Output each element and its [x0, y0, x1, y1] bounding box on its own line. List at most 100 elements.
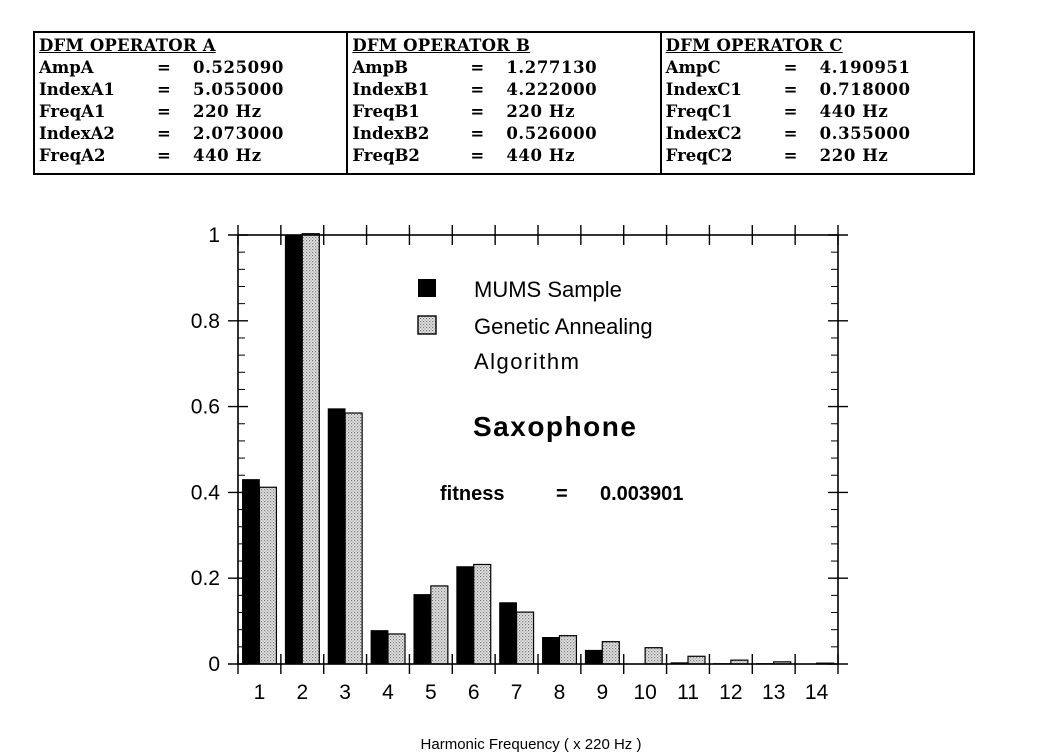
param-name: AmpB [352, 58, 409, 77]
param-value: 220 Hz [193, 102, 262, 121]
operator-a-panel: DFM OPERATOR A AmpA = 0.525090 IndexA1 = 5.055… [35, 33, 346, 173]
bar-mums-8 [542, 637, 560, 665]
operator-a-title: DFM OPERATOR A [39, 36, 216, 55]
x-tick-label: 5 [425, 681, 437, 704]
y-tick-label: 0.4 [191, 481, 221, 504]
param-name: AmpA [39, 58, 94, 77]
x-tick-label: 2 [296, 681, 308, 704]
y-tick-label: 0 [208, 653, 220, 676]
legend-label-mums: MUMS Sample [474, 277, 622, 302]
param-equals: = [783, 146, 798, 165]
operator-b-param-row: AmpB = 1.277130 [352, 57, 659, 79]
bar-mums-1 [242, 479, 260, 665]
param-value: 440 Hz [819, 102, 889, 121]
param-name: IndexB1 [352, 80, 430, 99]
param-value: 220 Hz [819, 146, 889, 165]
param-name: IndexA1 [39, 80, 115, 99]
param-value: 440 Hz [193, 146, 262, 165]
param-value: 220 Hz [506, 102, 576, 121]
operator-c-panel: DFM OPERATOR C AmpC = 4.190951 IndexC1 = 0.718… [659, 33, 973, 173]
y-tick-label: 1 [208, 224, 220, 247]
x-tick-label: 10 [633, 681, 656, 704]
bar-gaa-7 [515, 611, 535, 665]
param-value: 4.190951 [819, 58, 911, 77]
axes-group: 00.20.40.60.811 2 3 4 5 6 7 8 9 10 11 12 13 14 [191, 224, 848, 704]
operator-a-param-row: FreqA2 = 440 Hz [39, 145, 346, 167]
bar-gaa-10 [644, 647, 663, 665]
instrument-label: Saxophone [473, 411, 637, 442]
param-value: 0.355000 [819, 124, 911, 143]
bar-mums-2 [284, 234, 303, 665]
param-equals: = [783, 80, 798, 99]
operator-b-panel: DFM OPERATOR B AmpB = 1.277130 IndexB1 = 4.222… [346, 33, 659, 173]
operator-table: DFM OPERATOR A AmpA = 0.525090 IndexA1 = 5.055… [33, 31, 975, 175]
param-equals: = [157, 58, 171, 77]
operator-b-param-row: IndexB2 = 0.526000 [352, 123, 659, 145]
x-tick-label: 9 [596, 681, 608, 704]
param-name: IndexB2 [352, 124, 430, 143]
operator-b-param-row: IndexB1 = 4.222000 [352, 79, 659, 101]
bar-mums-7 [499, 602, 517, 665]
x-tick-label: 11 [677, 681, 699, 704]
param-value: 0.718000 [819, 80, 911, 99]
y-tick-label: 0.8 [191, 310, 220, 333]
fitness-label: fitness [440, 483, 504, 505]
x-tick-label: 14 [805, 681, 829, 704]
operator-a-param-row: FreqA1 = 220 Hz [39, 101, 346, 123]
x-tick-label: 6 [468, 681, 480, 704]
x-tick-label: 1 [254, 681, 266, 704]
param-value: 0.525090 [193, 58, 284, 77]
param-equals: = [470, 58, 485, 77]
param-name: FreqB2 [352, 146, 420, 165]
operator-a-param-row: AmpA = 0.525090 [39, 57, 346, 79]
x-tick-label: 3 [339, 681, 351, 704]
param-name: FreqB1 [352, 102, 420, 121]
x-tick-label: 4 [382, 681, 394, 704]
param-name: FreqA1 [39, 102, 106, 121]
x-axis-title: Harmonic Frequency ( x 220 Hz ) [421, 736, 642, 753]
operator-c-param-row: IndexC2 = 0.355000 [666, 123, 973, 145]
x-tick-label: 13 [762, 681, 785, 704]
param-equals: = [470, 124, 485, 143]
param-equals: = [470, 146, 485, 165]
bar-gaa-8 [558, 635, 578, 665]
param-equals: = [470, 80, 485, 99]
param-value: 4.222000 [506, 80, 598, 99]
param-equals: = [157, 102, 171, 121]
param-equals: = [783, 58, 798, 77]
param-equals: = [157, 124, 171, 143]
fitness-value: 0.003901 [600, 483, 683, 505]
fitness-equals: = [556, 483, 568, 505]
bar-gaa-6 [473, 563, 492, 665]
legend-label-gaa-line2: Algorithm [474, 349, 580, 374]
bar-mums-3 [327, 408, 346, 665]
bar-gaa-1 [258, 486, 278, 665]
param-name: FreqC1 [665, 102, 733, 121]
param-name: IndexC2 [665, 124, 742, 143]
param-name: AmpC [665, 58, 721, 77]
bar-gaa-4 [387, 633, 406, 665]
bar-mums-6 [456, 566, 475, 665]
operator-c-param-row: FreqC1 = 440 Hz [666, 101, 973, 123]
bar-gaa-2 [301, 233, 320, 665]
param-name: IndexA2 [39, 124, 115, 143]
legend: MUMS Sample Genetic Annealing Algorithm [417, 277, 653, 374]
param-equals: = [470, 102, 485, 121]
bar-gaa-5 [430, 585, 449, 665]
x-tick-label: 8 [554, 681, 566, 704]
param-equals: = [157, 146, 171, 165]
legend-swatch-mums [418, 279, 436, 297]
param-name: IndexC1 [665, 80, 742, 99]
param-name: FreqA2 [39, 146, 106, 165]
legend-swatch-gaa [417, 315, 437, 335]
operator-b-param-row: FreqB1 = 220 Hz [352, 101, 659, 123]
param-value: 0.526000 [506, 124, 598, 143]
operator-c-param-row: FreqC2 = 220 Hz [666, 145, 973, 167]
operator-a-param-row: IndexA2 = 2.073000 [39, 123, 346, 145]
operator-b-param-row: FreqB2 = 440 Hz [352, 145, 659, 167]
y-tick-label: 0.2 [191, 567, 220, 590]
param-equals: = [783, 124, 798, 143]
bar-gaa-9 [601, 641, 620, 665]
legend-label-gaa-line1: Genetic Annealing [474, 314, 653, 339]
